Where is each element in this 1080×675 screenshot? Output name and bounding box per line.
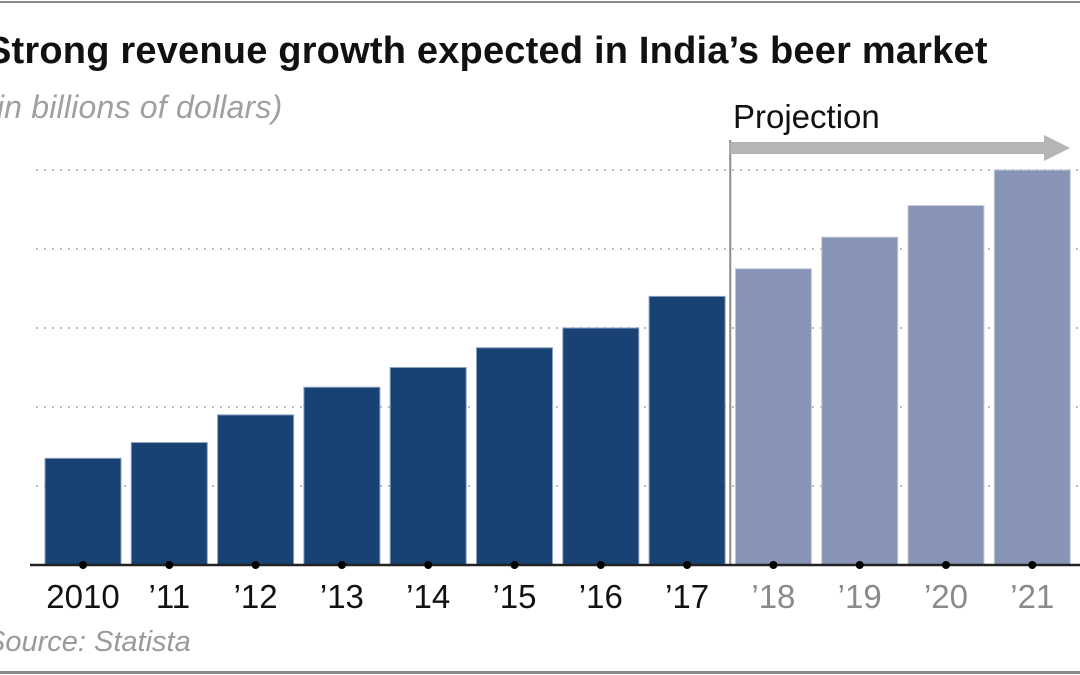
bar-actual (130, 442, 208, 566)
x-tick-label: ’17 (665, 578, 709, 615)
bar-actual (303, 386, 381, 566)
x-tick-dot (337, 561, 346, 569)
bar-actual (476, 347, 553, 566)
bars (44, 169, 1071, 566)
x-tick-label: ’14 (406, 578, 450, 615)
x-tick-label: ’19 (838, 578, 882, 615)
x-tick-label: ’20 (924, 578, 968, 615)
chart-subtitle: (in billions of dollars) (0, 89, 283, 125)
projection-arrow-icon (730, 135, 1070, 161)
bar-actual (648, 295, 726, 566)
x-tick-dot (424, 561, 433, 569)
x-tick-dot (165, 561, 174, 569)
x-tick-label: ’18 (751, 578, 795, 615)
x-tick-dot (769, 561, 778, 569)
x-tick-dot (942, 561, 950, 569)
bar-actual (217, 414, 295, 566)
x-tick-label: ’11 (149, 578, 191, 615)
bar-actual (389, 367, 467, 566)
bar-projected (993, 169, 1071, 566)
x-tick-dot (251, 561, 260, 569)
x-tick-label: ’12 (234, 578, 278, 615)
x-tick-dot (79, 561, 87, 569)
x-axis-ticks (79, 561, 1037, 569)
bar-actual (562, 327, 640, 566)
x-tick-dot (1028, 561, 1037, 569)
source-note: Source: Statista (0, 626, 191, 658)
x-axis-labels: 2010 ’11 ’12 ’13 ’14 ’15 ’16 ’17 ’18 ’19 ’20 ’21 (46, 578, 1054, 615)
x-tick-dot (855, 561, 864, 569)
chart-title: Strong revenue growth expected in India’… (0, 24, 988, 135)
frame-top-border (0, 1, 1080, 3)
chart-title-text: Strong revenue growth expected in India’… (0, 30, 988, 72)
x-tick-label: 2010 (46, 578, 119, 615)
x-tick-label: ’21 (1010, 578, 1054, 615)
x-tick-label: ’16 (579, 578, 623, 615)
projection-label: Projection (733, 98, 880, 135)
bar-projected (907, 205, 985, 566)
x-tick-label: ’15 (492, 578, 536, 615)
bar-actual (44, 457, 122, 566)
x-tick-label: ’13 (320, 578, 364, 615)
frame-bottom-border (0, 671, 1080, 674)
x-tick-dot (683, 561, 692, 569)
bar-projected (734, 268, 812, 566)
gridlines (36, 169, 1080, 487)
x-tick-dot (596, 561, 605, 569)
bar-projected (821, 236, 899, 566)
x-tick-dot (510, 561, 519, 569)
